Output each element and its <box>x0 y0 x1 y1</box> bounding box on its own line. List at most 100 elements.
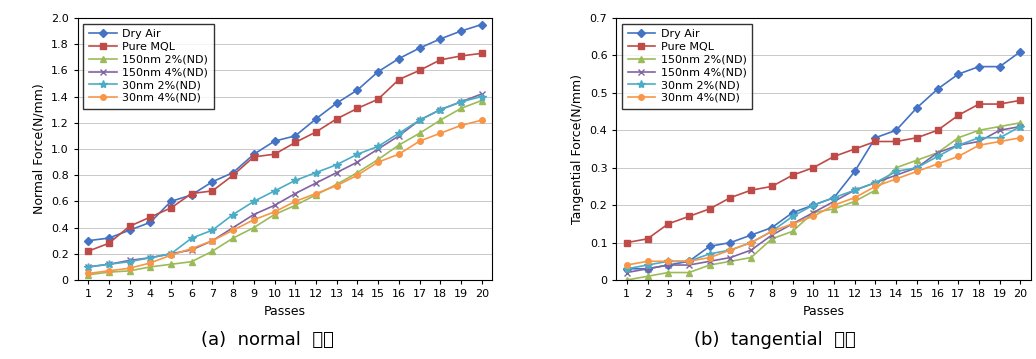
150nm 2%(ND) <box>662 270 674 275</box>
Pure MQL <box>621 241 633 245</box>
150nm 2%(ND) <box>165 262 177 266</box>
150nm 4%(ND) <box>455 100 467 104</box>
Dry Air <box>227 171 239 175</box>
30nm 2%(ND) <box>268 189 281 193</box>
30nm 4%(ND) <box>1014 136 1027 140</box>
Dry Air <box>351 88 364 92</box>
150nm 2%(ND) <box>848 199 861 204</box>
Pure MQL <box>807 165 819 170</box>
Pure MQL <box>994 102 1006 106</box>
150nm 2%(ND) <box>766 237 778 241</box>
Pure MQL <box>455 54 467 58</box>
150nm 4%(ND) <box>848 188 861 192</box>
150nm 4%(ND) <box>952 143 965 148</box>
Dry Air <box>621 267 633 271</box>
Y-axis label: Tangential Force(N/mm): Tangential Force(N/mm) <box>571 74 584 224</box>
30nm 4%(ND) <box>931 162 944 166</box>
Line: Dry Air: Dry Air <box>624 49 1024 271</box>
Pure MQL <box>973 102 985 106</box>
150nm 4%(ND) <box>807 210 819 215</box>
150nm 2%(ND) <box>786 229 799 233</box>
30nm 2%(ND) <box>662 259 674 264</box>
Dry Air <box>952 72 965 76</box>
30nm 2%(ND) <box>434 107 447 112</box>
150nm 2%(ND) <box>703 263 716 267</box>
Dry Air <box>144 220 156 224</box>
Dry Air <box>268 139 281 143</box>
Dry Air <box>848 169 861 174</box>
X-axis label: Passes: Passes <box>803 304 844 318</box>
Line: 30nm 4%(ND): 30nm 4%(ND) <box>85 117 485 276</box>
Line: Dry Air: Dry Air <box>85 22 485 243</box>
30nm 2%(ND) <box>911 165 923 170</box>
Pure MQL <box>413 68 426 73</box>
150nm 2%(ND) <box>372 157 384 162</box>
150nm 4%(ND) <box>144 256 156 260</box>
Dry Air <box>890 128 902 132</box>
150nm 4%(ND) <box>745 248 757 252</box>
150nm 4%(ND) <box>372 147 384 151</box>
150nm 4%(ND) <box>683 263 695 267</box>
150nm 4%(ND) <box>413 118 426 122</box>
30nm 4%(ND) <box>330 183 343 188</box>
Line: 30nm 2%(ND): 30nm 2%(ND) <box>623 122 1025 273</box>
Pure MQL <box>227 173 239 177</box>
150nm 2%(ND) <box>869 188 882 192</box>
Dry Air <box>766 225 778 230</box>
Dry Air <box>248 152 260 157</box>
30nm 4%(ND) <box>165 253 177 257</box>
150nm 4%(ND) <box>248 212 260 216</box>
Line: Pure MQL: Pure MQL <box>624 98 1024 245</box>
30nm 4%(ND) <box>227 228 239 232</box>
150nm 2%(ND) <box>911 158 923 162</box>
150nm 2%(ND) <box>434 118 447 122</box>
150nm 2%(ND) <box>123 269 136 273</box>
Dry Air <box>82 239 94 243</box>
30nm 4%(ND) <box>434 131 447 135</box>
30nm 4%(ND) <box>248 218 260 222</box>
150nm 2%(ND) <box>1014 121 1027 125</box>
Pure MQL <box>641 237 654 241</box>
150nm 4%(ND) <box>268 203 281 208</box>
150nm 2%(ND) <box>185 260 198 264</box>
Legend: Dry Air, Pure MQL, 150nm 2%(ND), 150nm 4%(ND), 30nm 2%(ND), 30nm 4%(ND): Dry Air, Pure MQL, 150nm 2%(ND), 150nm 4… <box>622 23 752 108</box>
30nm 2%(ND) <box>786 214 799 219</box>
Pure MQL <box>144 215 156 219</box>
150nm 2%(ND) <box>248 225 260 230</box>
150nm 2%(ND) <box>103 270 115 274</box>
150nm 4%(ND) <box>476 92 488 96</box>
150nm 4%(ND) <box>869 181 882 185</box>
30nm 2%(ND) <box>641 263 654 267</box>
150nm 2%(ND) <box>393 143 405 147</box>
150nm 4%(ND) <box>641 267 654 271</box>
30nm 4%(ND) <box>911 169 923 174</box>
30nm 4%(ND) <box>413 139 426 143</box>
150nm 4%(ND) <box>1014 124 1027 129</box>
30nm 2%(ND) <box>82 265 94 269</box>
Dry Air <box>103 236 115 240</box>
30nm 4%(ND) <box>206 239 219 243</box>
30nm 4%(ND) <box>724 248 737 252</box>
150nm 2%(ND) <box>268 212 281 216</box>
Dry Air <box>455 29 467 33</box>
Pure MQL <box>848 147 861 151</box>
30nm 2%(ND) <box>372 144 384 149</box>
X-axis label: Passes: Passes <box>264 304 306 318</box>
150nm 2%(ND) <box>455 106 467 111</box>
30nm 2%(ND) <box>994 136 1006 140</box>
30nm 2%(ND) <box>103 262 115 266</box>
150nm 4%(ND) <box>931 150 944 155</box>
Text: (a)  normal  방향: (a) normal 방향 <box>201 331 334 349</box>
30nm 4%(ND) <box>103 269 115 273</box>
150nm 4%(ND) <box>994 128 1006 132</box>
Pure MQL <box>745 188 757 192</box>
Pure MQL <box>165 206 177 210</box>
150nm 2%(ND) <box>952 136 965 140</box>
30nm 2%(ND) <box>952 143 965 148</box>
Line: 30nm 2%(ND): 30nm 2%(ND) <box>84 92 486 271</box>
150nm 2%(ND) <box>310 193 322 197</box>
30nm 2%(ND) <box>123 260 136 264</box>
Pure MQL <box>703 207 716 211</box>
150nm 4%(ND) <box>103 262 115 266</box>
30nm 4%(ND) <box>641 259 654 264</box>
